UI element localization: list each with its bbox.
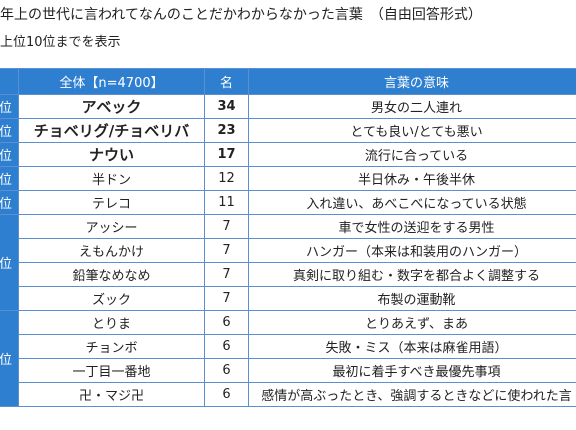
count-cell: 23: [204, 118, 249, 143]
count-cell: 6: [204, 382, 249, 407]
table-row: 位 アッシー 7 車で女性の送迎をする男性: [0, 214, 576, 311]
table-row: 位 半ドン 12 半日休み・午後半休: [0, 166, 576, 191]
meaning-cell: 最初に着手すべき最優先事項: [248, 358, 576, 383]
count-cell: 11: [204, 190, 249, 215]
word-cell: 卍・マジ卍: [18, 382, 205, 407]
count-cell: 7: [204, 238, 249, 263]
table-row: 鉛筆なめなめ 7 真剣に取り組む・数字を都合よく調整する: [0, 262, 576, 287]
rank-cell: 位: [0, 190, 19, 215]
meaning-cell: 半日休み・午後半休: [248, 166, 576, 191]
count-cell: 6: [204, 358, 249, 383]
table-row: 卍・マジ卍 6 感情が高ぶったとき、強調するときなどに使われた言: [0, 382, 576, 407]
table-row: チョンボ 6 失敗・ミス（本来は麻雀用語）: [0, 334, 576, 359]
meaning-cell: 失敗・ミス（本来は麻雀用語）: [248, 334, 576, 359]
table-row: 位 アベック 34 男女の二人連れ: [0, 94, 576, 119]
word-cell: 一丁目一番地: [18, 358, 205, 383]
header-meaning: 言葉の意味: [248, 68, 576, 95]
rank-cell: 位: [0, 94, 19, 119]
count-cell: 7: [204, 286, 249, 311]
count-cell: 6: [204, 310, 249, 335]
meaning-cell: とりあえず、まあ: [248, 310, 576, 335]
meaning-cell: とても良い/とても悪い: [248, 118, 576, 143]
count-cell: 6: [204, 334, 249, 359]
ranking-table: 全体【n=4700】 名 言葉の意味 位 アベック 34 男女の二人連れ 位 チ…: [0, 68, 576, 407]
count-cell: 7: [204, 214, 249, 239]
meaning-cell: 車で女性の送迎をする男性: [248, 214, 576, 239]
count-cell: 7: [204, 262, 249, 287]
meaning-cell: 真剣に取り組む・数字を都合よく調整する: [248, 262, 576, 287]
word-cell: チョンボ: [18, 334, 205, 359]
table-row: えもんかけ 7 ハンガー（本来は和装用のハンガー）: [0, 238, 576, 263]
header-word: 全体【n=4700】: [18, 68, 205, 95]
table-row: 位 チョベリグ/チョベリバ 23 とても良い/とても悪い: [0, 118, 576, 143]
header-rank: [0, 68, 19, 95]
rank-cell: 位: [0, 166, 19, 191]
page-title: 年上の世代に言われてなんのことだかわからなかった言葉 （自由回答形式）: [0, 7, 482, 23]
table-row: ズック 7 布製の運動靴: [0, 286, 576, 311]
table-row: 位 ナウい 17 流行に合っている: [0, 142, 576, 167]
word-cell: ズック: [18, 286, 205, 311]
meaning-cell: 入れ違い、あべこべになっている状態: [248, 190, 576, 215]
table-row: 位 とりま 6 とりあえず、まあ: [0, 310, 576, 407]
header-count: 名: [204, 68, 249, 95]
word-cell: テレコ: [18, 190, 205, 215]
table-header-row: 全体【n=4700】 名 言葉の意味: [0, 68, 576, 95]
table-row: 一丁目一番地 6 最初に着手すべき最優先事項: [0, 358, 576, 383]
count-cell: 17: [204, 142, 249, 167]
rank-cell: 位: [0, 118, 19, 143]
table-row: 位 テレコ 11 入れ違い、あべこべになっている状態: [0, 190, 576, 215]
rank-cell: 位: [0, 214, 19, 311]
word-cell: えもんかけ: [18, 238, 205, 263]
rank-cell: 位: [0, 310, 19, 407]
word-cell: アッシー: [18, 214, 205, 239]
word-cell: 鉛筆なめなめ: [18, 262, 205, 287]
count-cell: 34: [204, 94, 249, 119]
meaning-cell: ハンガー（本来は和装用のハンガー）: [248, 238, 576, 263]
word-cell: 半ドン: [18, 166, 205, 191]
meaning-cell: 布製の運動靴: [248, 286, 576, 311]
meaning-cell: 感情が高ぶったとき、強調するときなどに使われた言: [248, 382, 576, 407]
meaning-cell: 流行に合っている: [248, 142, 576, 167]
word-cell: とりま: [18, 310, 205, 335]
count-cell: 12: [204, 166, 249, 191]
meaning-cell: 男女の二人連れ: [248, 94, 576, 119]
rank-cell: 位: [0, 142, 19, 167]
word-cell: アベック: [18, 94, 205, 119]
word-cell: チョベリグ/チョベリバ: [18, 118, 205, 143]
page-subtitle: 上位10位までを表示: [0, 35, 121, 50]
word-cell: ナウい: [18, 142, 205, 167]
